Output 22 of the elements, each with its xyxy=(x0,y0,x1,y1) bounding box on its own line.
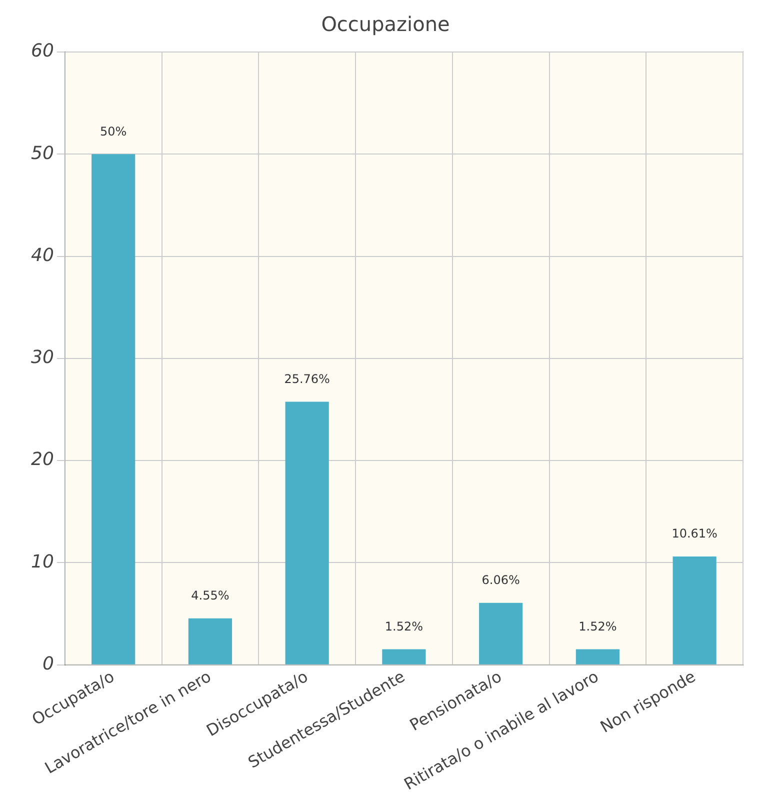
y-tick-label: 20 xyxy=(31,449,54,470)
y-tick-label: 50 xyxy=(31,142,54,164)
bar xyxy=(382,649,426,664)
y-tick-label: 60 xyxy=(31,40,54,62)
data-label: 6.06% xyxy=(482,573,520,588)
data-label: 10.61% xyxy=(672,526,718,541)
bar xyxy=(188,618,232,664)
bar xyxy=(479,602,523,664)
data-label: 1.52% xyxy=(384,619,424,634)
data-label: 50% xyxy=(100,124,127,138)
chart-title: Occupazione xyxy=(321,12,450,36)
data-label: 25.76% xyxy=(284,372,330,386)
data-label: 1.52% xyxy=(578,619,617,634)
y-tick-label: 30 xyxy=(31,347,54,368)
bar xyxy=(576,649,620,664)
y-tick-label: 10 xyxy=(31,551,54,572)
data-label: 4.55% xyxy=(191,588,230,602)
y-tick-label: 0 xyxy=(42,653,54,674)
bar xyxy=(285,402,329,664)
bar xyxy=(672,556,716,664)
bar xyxy=(92,154,136,664)
y-tick-label: 40 xyxy=(31,244,54,266)
